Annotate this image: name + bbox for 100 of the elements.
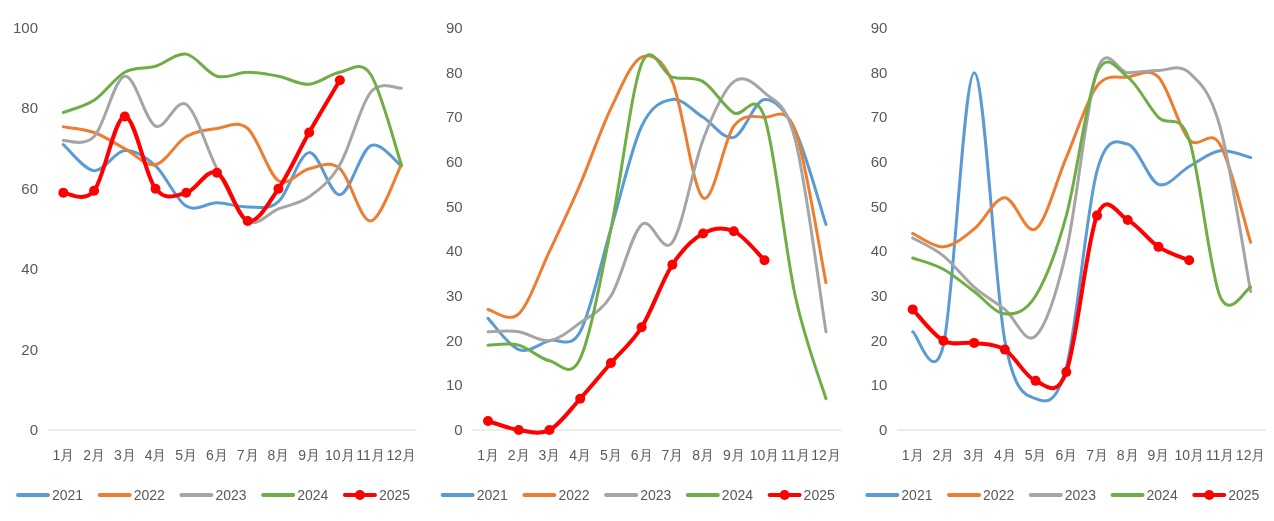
y-tick-label: 90 (445, 19, 463, 36)
y-tick-label: 0 (878, 421, 888, 438)
y-tick-label: 70 (870, 108, 888, 126)
x-tick-label: 4月 (993, 447, 1016, 463)
x-tick-label: 12月 (811, 447, 841, 463)
line-series (61, 52, 403, 167)
legend-label: 2021 (901, 487, 933, 503)
legend-label: 2022 (133, 487, 166, 503)
point (89, 185, 100, 196)
point (544, 425, 555, 435)
x-tick-label: 5月 (1024, 447, 1047, 463)
x-tick-label: 4月 (569, 447, 592, 463)
point (483, 416, 494, 427)
point (58, 187, 69, 198)
x-tick-label: 11月 (780, 447, 810, 463)
x-tick-label: 11月 (1205, 447, 1235, 463)
y-tick-label: 60 (445, 153, 463, 170)
y-tick-label: 20 (870, 331, 888, 349)
x-tick-label: 9月 (722, 447, 745, 463)
line-series (911, 71, 1253, 402)
x-tick-label: 6月 (206, 447, 228, 463)
point (273, 183, 284, 194)
y-tick-label: 40 (870, 242, 888, 260)
legend-label: 2025 (378, 487, 411, 503)
x-tick-label: 1月 (52, 447, 75, 463)
x-tick-label: 3月 (538, 447, 561, 463)
y-tick-label: 10 (445, 376, 463, 394)
y-tick-label: 90 (870, 19, 888, 36)
y-tick-label: 50 (870, 197, 888, 215)
x-tick-label: 8月 (267, 447, 290, 463)
point (1122, 215, 1133, 226)
point (1030, 375, 1041, 386)
point (698, 228, 709, 239)
legend-label: 2025 (1228, 487, 1260, 503)
legend-label: 2021 (52, 487, 84, 503)
point (636, 322, 647, 333)
x-tick-label: 1月 (901, 447, 924, 463)
legend-label: 2023 (215, 487, 247, 503)
point (304, 127, 315, 138)
point (605, 358, 616, 368)
x-tick-label: 10月 (1174, 447, 1204, 463)
legend-label: 2024 (297, 487, 329, 503)
point (119, 111, 130, 122)
y-tick-label: 80 (21, 99, 38, 117)
x-tick-label: 5月 (600, 447, 622, 463)
x-tick-label: 10月 (325, 447, 355, 463)
x-tick-label: 8月 (692, 447, 714, 463)
y-tick-label: 100 (12, 19, 38, 36)
y-tick-label: 30 (445, 287, 463, 304)
point (150, 183, 161, 194)
y-tick-label: 10 (870, 376, 888, 394)
point (1153, 241, 1164, 252)
x-tick-label: 3月 (963, 447, 986, 463)
legend-label: 2023 (1064, 487, 1097, 503)
point (728, 226, 739, 237)
y-tick-label: 50 (445, 197, 463, 215)
x-tick-label: 12月 (1235, 447, 1266, 463)
point (575, 393, 586, 404)
y-tick-label: 80 (870, 63, 888, 81)
y-tick-label: 20 (21, 340, 38, 358)
x-tick-label: 2月 (83, 447, 105, 463)
y-tick-label: 0 (454, 421, 463, 438)
y-tick-label: 0 (29, 421, 38, 438)
x-tick-label: 6月 (1055, 447, 1078, 463)
point (181, 187, 192, 198)
legend-label: 2022 (558, 487, 590, 503)
x-tick-label: 2月 (507, 447, 530, 463)
x-tick-label: 11月 (356, 447, 385, 463)
point (211, 167, 222, 178)
x-tick-label: 1月 (477, 447, 499, 463)
point (667, 259, 678, 270)
y-tick-label: 20 (445, 331, 463, 349)
y-tick-label: 60 (21, 179, 38, 197)
y-tick-label: 30 (870, 287, 888, 304)
legend-label: 2024 (721, 487, 754, 503)
y-tick-label: 70 (445, 108, 463, 126)
x-tick-label: 12月 (386, 447, 417, 463)
y-tick-label: 40 (21, 260, 38, 278)
y-tick-label: 60 (870, 153, 888, 170)
x-tick-label: 5月 (175, 447, 198, 463)
legend-label: 2023 (640, 487, 672, 503)
x-tick-label: 7月 (661, 447, 684, 463)
point (1092, 210, 1103, 221)
point (334, 75, 345, 86)
point (1061, 366, 1072, 377)
x-tick-label: 7月 (1086, 447, 1108, 463)
legend-label: 2022 (983, 487, 1015, 503)
x-tick-label: 9月 (298, 447, 321, 463)
x-tick-label: 3月 (113, 447, 136, 463)
point (1184, 255, 1195, 266)
x-tick-label: 6月 (630, 447, 653, 463)
x-tick-label: 7月 (236, 447, 259, 463)
point (513, 425, 524, 435)
point (759, 255, 770, 266)
point (242, 215, 253, 226)
x-tick-label: 4月 (144, 447, 167, 463)
legend-label: 2025 (803, 487, 835, 503)
point (907, 304, 918, 315)
point (999, 344, 1010, 355)
y-tick-label: 80 (445, 63, 463, 81)
